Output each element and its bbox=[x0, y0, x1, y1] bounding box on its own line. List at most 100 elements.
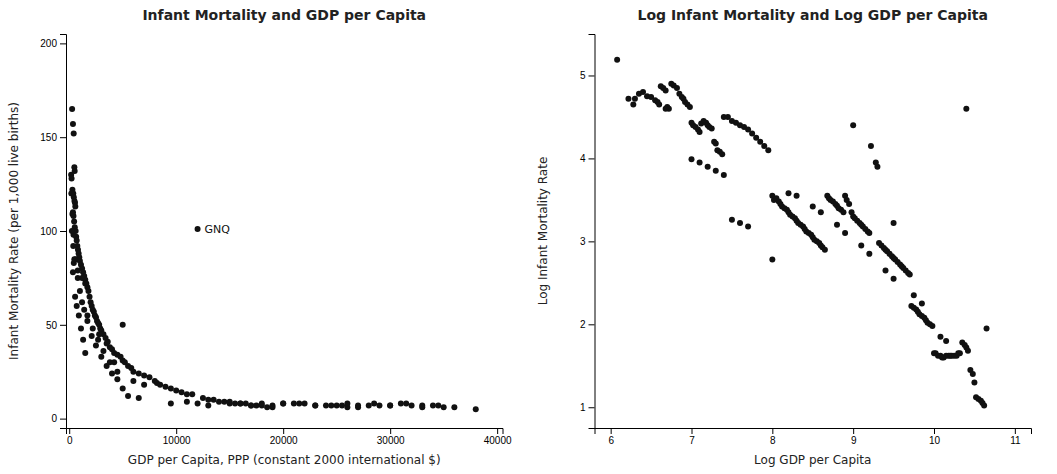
point bbox=[141, 382, 147, 388]
y-tick-mark bbox=[589, 158, 595, 159]
y-axis-line bbox=[60, 35, 67, 429]
y-tick-label: 150 bbox=[40, 132, 57, 143]
point bbox=[84, 318, 90, 324]
point bbox=[280, 401, 286, 407]
point bbox=[387, 402, 393, 408]
point bbox=[71, 256, 77, 262]
x-axis-title: Log GDP per Capita bbox=[754, 453, 871, 467]
point bbox=[248, 402, 254, 408]
point bbox=[130, 369, 136, 375]
x-axis: 67891011 bbox=[595, 428, 1032, 446]
y-tick-label: 2 bbox=[580, 319, 586, 330]
x-axis-line bbox=[595, 429, 1032, 435]
panel: 010000200003000040000050100150200GNQInfa… bbox=[7, 7, 512, 467]
point bbox=[98, 354, 104, 360]
x-tick: 10000 bbox=[163, 428, 191, 446]
points bbox=[614, 57, 989, 409]
point bbox=[146, 374, 152, 380]
point bbox=[291, 401, 297, 407]
point bbox=[874, 164, 880, 170]
y-tick: 1 bbox=[580, 402, 595, 413]
point bbox=[451, 404, 457, 410]
point bbox=[243, 401, 249, 407]
point bbox=[85, 288, 91, 294]
point bbox=[259, 401, 265, 407]
point bbox=[794, 193, 800, 199]
point bbox=[248, 402, 254, 408]
point bbox=[200, 395, 206, 401]
point bbox=[253, 402, 259, 408]
y-tick-label: 0 bbox=[51, 413, 57, 424]
point bbox=[80, 337, 86, 343]
annotations: GNQ bbox=[205, 223, 231, 236]
point bbox=[971, 379, 977, 385]
point bbox=[74, 237, 80, 243]
annotation-label: GNQ bbox=[205, 223, 231, 236]
point bbox=[846, 201, 852, 207]
point bbox=[75, 267, 81, 273]
x-tick: 40000 bbox=[484, 428, 512, 446]
point bbox=[68, 190, 74, 196]
x-tick-label: 10 bbox=[929, 435, 941, 446]
point bbox=[95, 337, 101, 343]
y-tick-label: 3 bbox=[580, 236, 586, 247]
point bbox=[114, 369, 120, 375]
point bbox=[69, 228, 75, 234]
x-axis: 010000200003000040000 bbox=[67, 428, 512, 446]
point bbox=[398, 401, 404, 407]
point bbox=[430, 402, 436, 408]
point bbox=[376, 402, 382, 408]
point bbox=[70, 243, 76, 249]
point bbox=[227, 399, 233, 405]
point bbox=[100, 348, 106, 354]
point bbox=[850, 122, 856, 128]
y-tick-mark bbox=[589, 407, 595, 408]
title: Infant Mortality and GDP per Capita bbox=[142, 7, 426, 23]
point bbox=[919, 301, 925, 307]
point bbox=[237, 401, 243, 407]
y-tick-label: 200 bbox=[40, 38, 57, 49]
y-tick-label: 1 bbox=[580, 402, 586, 413]
y-tick-mark bbox=[589, 241, 595, 242]
x-tick-label: 20000 bbox=[270, 435, 298, 446]
point bbox=[269, 402, 275, 408]
y-tick: 150 bbox=[40, 132, 66, 143]
point bbox=[625, 96, 631, 102]
point bbox=[79, 299, 85, 305]
point bbox=[334, 402, 340, 408]
point bbox=[366, 402, 372, 408]
point bbox=[866, 230, 872, 236]
point bbox=[72, 294, 78, 300]
point bbox=[104, 341, 110, 347]
point bbox=[719, 151, 725, 157]
point bbox=[981, 403, 987, 409]
y-tick: 0 bbox=[51, 413, 66, 424]
point bbox=[93, 342, 99, 348]
x-tick-mark bbox=[283, 428, 284, 434]
point bbox=[745, 223, 751, 229]
point bbox=[737, 220, 743, 226]
y-tick-mark bbox=[60, 419, 66, 420]
x-tick-mark bbox=[497, 428, 498, 434]
point bbox=[729, 217, 735, 223]
y-tick: 100 bbox=[40, 226, 66, 237]
y-axis-title: Infant Mortality Rate (per 1,000 live bi… bbox=[7, 102, 21, 360]
point bbox=[82, 281, 88, 287]
x-tick-mark bbox=[934, 428, 935, 434]
point bbox=[120, 386, 126, 392]
x-tick: 9 bbox=[851, 428, 857, 446]
x-tick: 20000 bbox=[270, 428, 298, 446]
point bbox=[136, 395, 142, 401]
point bbox=[72, 204, 78, 210]
point bbox=[656, 102, 662, 108]
point bbox=[371, 401, 377, 407]
x-tick: 11 bbox=[1010, 428, 1021, 446]
point bbox=[630, 102, 636, 108]
point bbox=[355, 402, 361, 408]
x-tick: 7 bbox=[689, 428, 695, 446]
point bbox=[632, 96, 638, 102]
x-tick-mark bbox=[176, 428, 177, 434]
y-tick: 4 bbox=[580, 153, 595, 164]
point bbox=[883, 267, 889, 273]
point bbox=[765, 147, 771, 153]
